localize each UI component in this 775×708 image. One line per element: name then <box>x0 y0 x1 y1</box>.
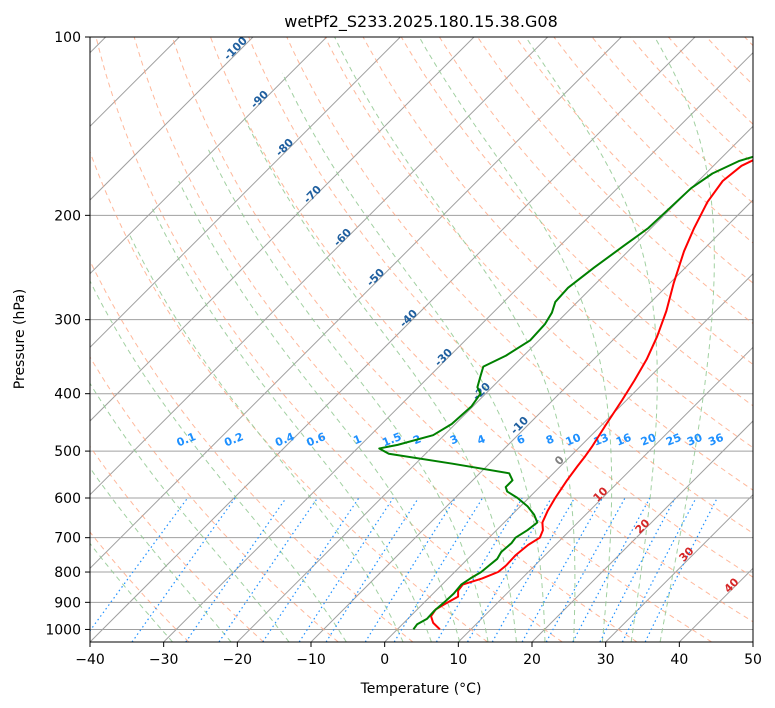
y-tick-label: 200 <box>54 208 81 224</box>
x-tick-label: 20 <box>523 652 541 668</box>
x-tick-label: 10 <box>449 652 467 668</box>
x-tick-label: −20 <box>223 652 253 668</box>
y-axis-ticks: 100 200 300 400 500 600 700 800 900 1000 <box>45 30 90 638</box>
y-tick-label: 900 <box>54 595 81 611</box>
y-axis-label: Pressure (hPa) <box>12 289 28 389</box>
y-tick-label: 400 <box>54 387 81 403</box>
x-tick-label: −10 <box>296 652 326 668</box>
y-tick-label: 1000 <box>45 622 81 638</box>
y-tick-label: 300 <box>54 313 81 329</box>
y-tick-label: 600 <box>54 491 81 507</box>
y-tick-label: 700 <box>54 531 81 547</box>
x-tick-label: −40 <box>75 652 105 668</box>
x-axis-ticks: −40 −30 −20 −10 0 10 20 30 40 50 <box>75 642 762 668</box>
y-tick-label: 800 <box>54 565 81 581</box>
x-tick-label: −30 <box>149 652 179 668</box>
x-tick-label: 30 <box>597 652 615 668</box>
x-tick-label: 50 <box>744 652 762 668</box>
skewt-figure: wetPf2_S233.2025.180.15.38.G08 0.1 0.2 0.4… <box>0 0 775 708</box>
chart-title: wetPf2_S233.2025.180.15.38.G08 <box>284 12 558 32</box>
isotherm-line <box>753 37 775 642</box>
y-tick-label: 100 <box>54 30 81 46</box>
x-tick-label: 0 <box>380 652 389 668</box>
x-axis-label: Temperature (°C) <box>360 681 482 697</box>
y-tick-label: 500 <box>54 444 81 460</box>
x-tick-label: 40 <box>670 652 688 668</box>
